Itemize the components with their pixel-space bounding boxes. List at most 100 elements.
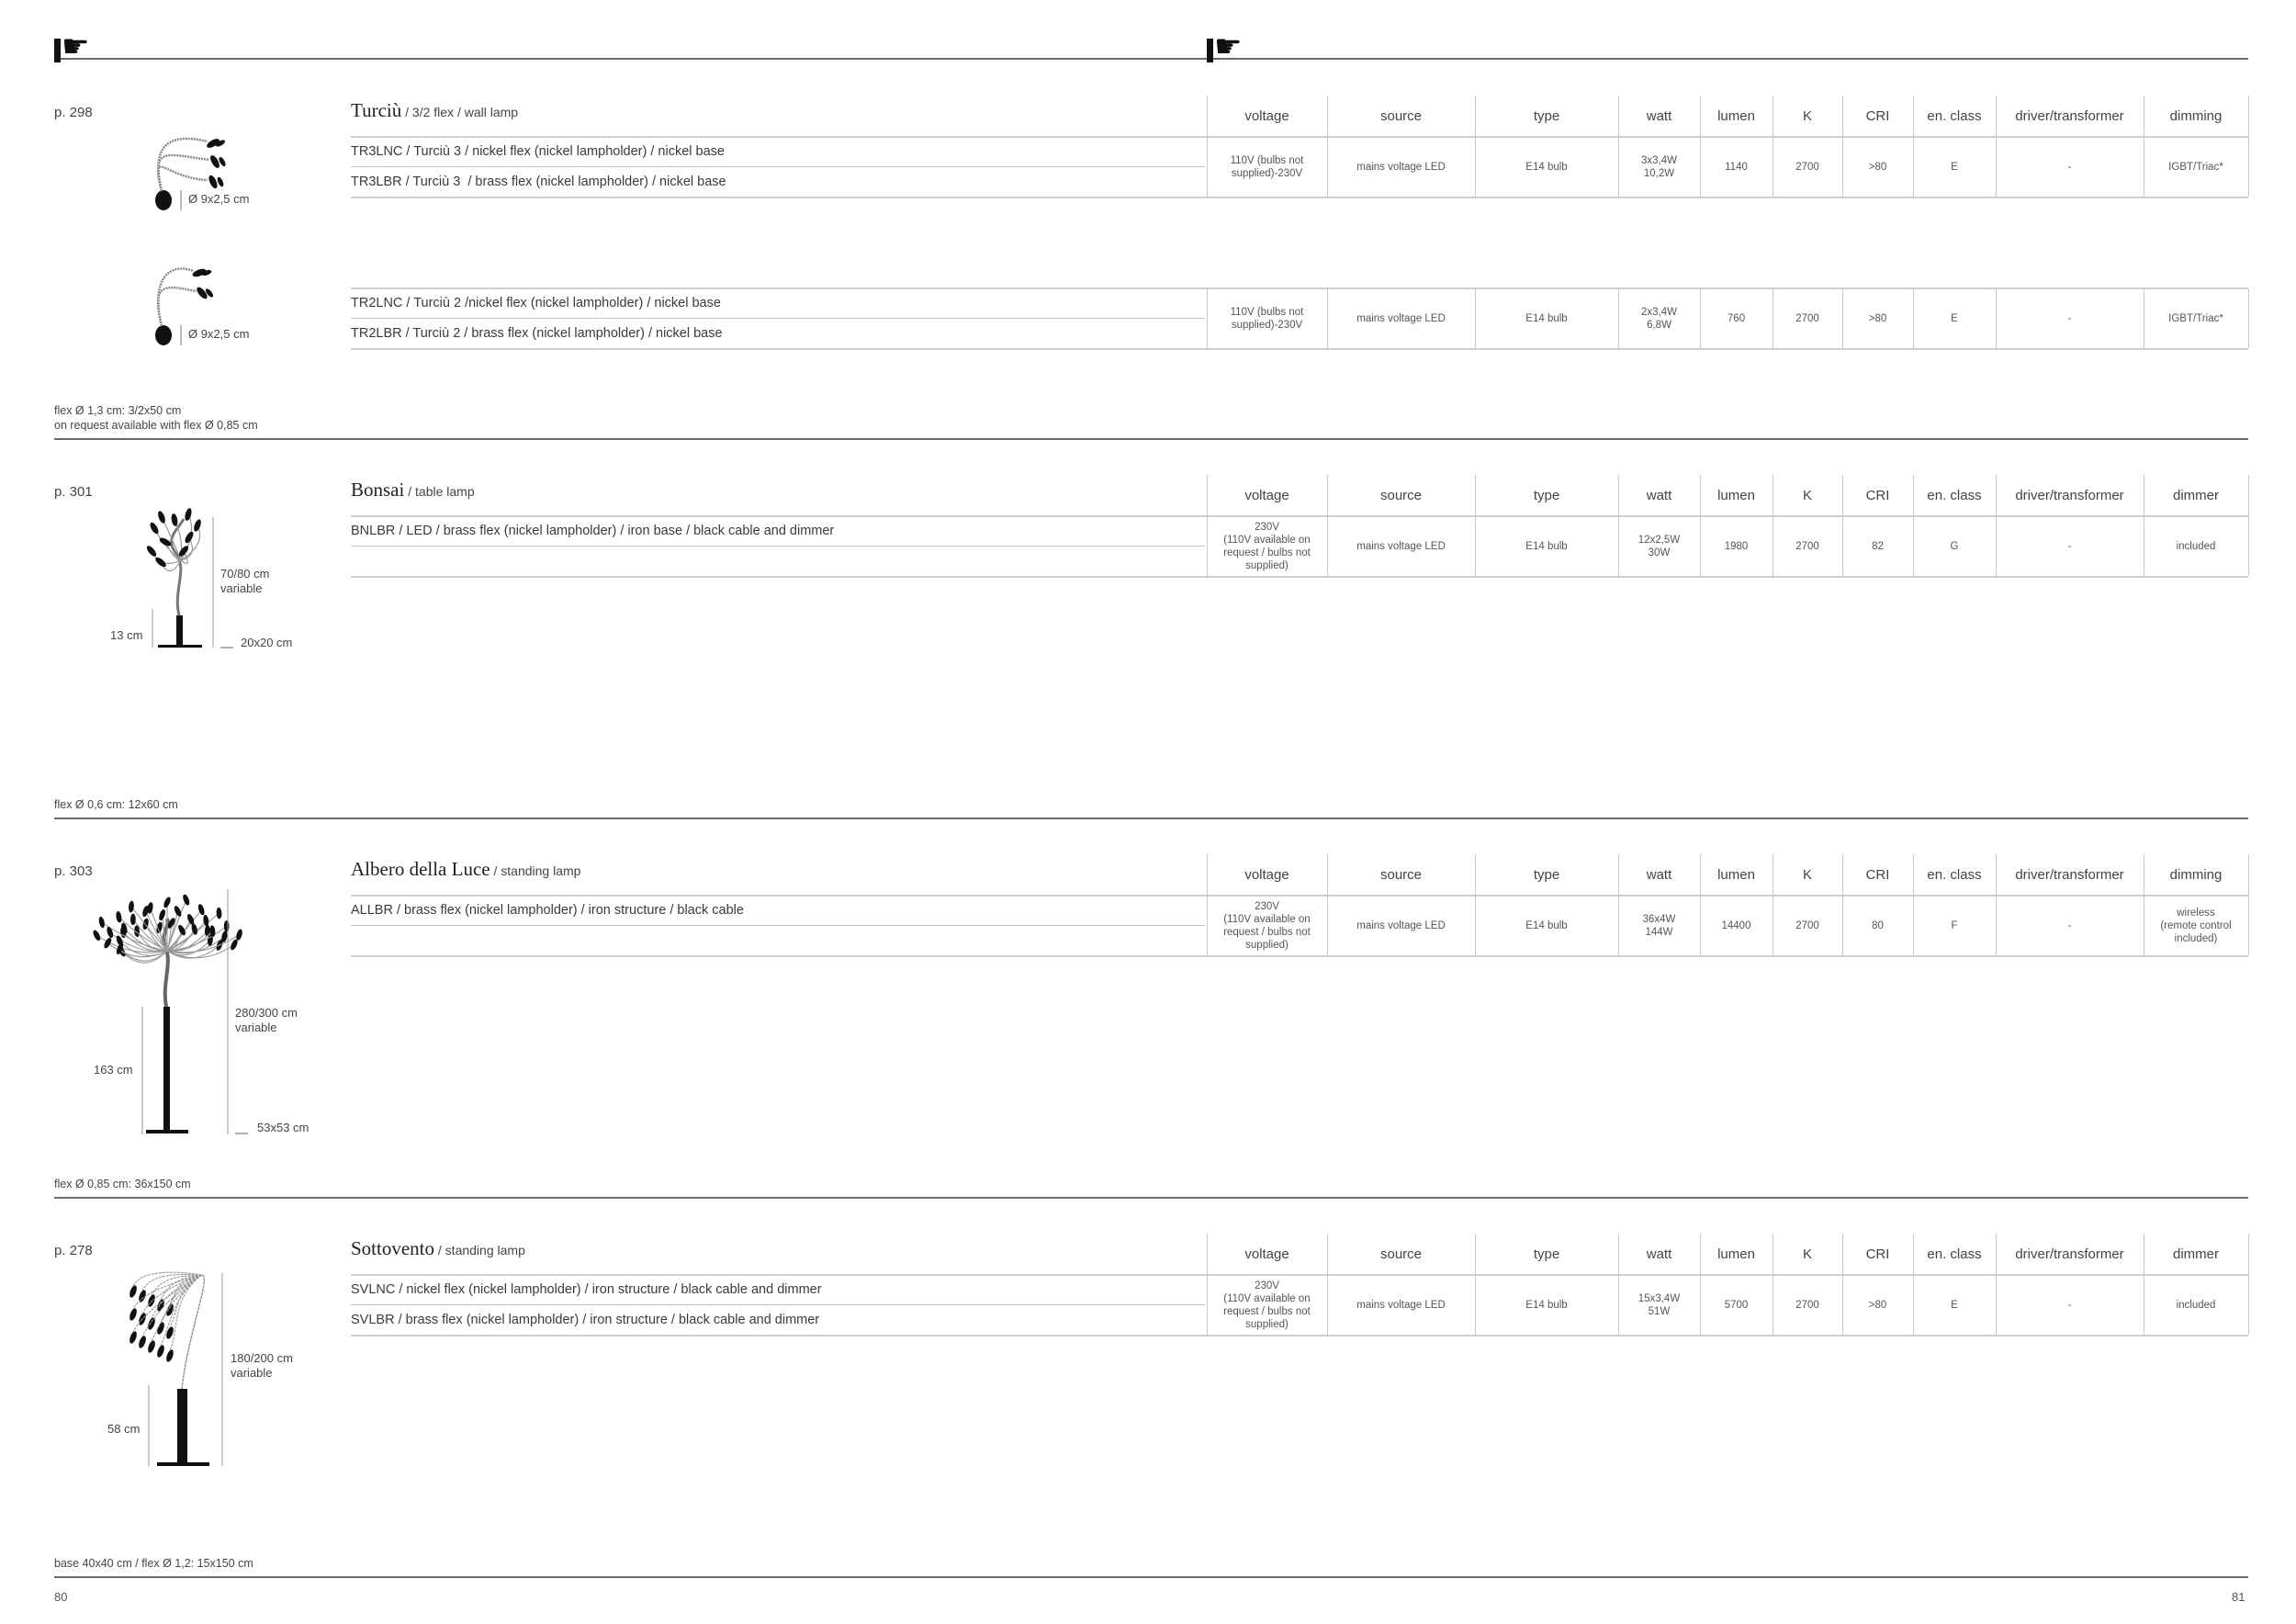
- standing-lamp-arc-drawing: [129, 1271, 223, 1466]
- column-divider: [1996, 475, 1997, 576]
- spec-value-type: E14 bulb: [1525, 540, 1568, 552]
- dimension-label: 13 cm: [110, 628, 143, 642]
- column-divider: [2248, 96, 2249, 197]
- spec-value-lumen: 14400: [1721, 919, 1751, 931]
- spec-value-type: E14 bulb: [1525, 161, 1568, 173]
- column-divider: [2248, 1234, 2249, 1335]
- column-divider: [1700, 96, 1701, 197]
- column-divider: [1700, 475, 1701, 576]
- product-variant-row: ALLBR / brass flex (nickel lampholder) /…: [351, 903, 744, 919]
- spec-value-driver-transformer: -: [2067, 919, 2072, 931]
- spec-header-5: K: [1802, 108, 1812, 124]
- column-divider: [1913, 475, 1914, 576]
- spec-header-4: lumen: [1717, 108, 1755, 124]
- table-row-divider: [351, 1304, 1205, 1305]
- spec-header-9: dimming: [2169, 108, 2223, 124]
- page-number-left: 80: [54, 1590, 68, 1604]
- dimension-label: 70/80 cm variable: [220, 567, 270, 595]
- spec-value-en-class: F: [1951, 919, 1958, 931]
- spec-value-k: 2700: [1795, 919, 1819, 931]
- product-subtitle: / 3/2 flex / wall lamp: [401, 105, 519, 119]
- spec-value-watt: 3x3,4W 10,2W: [1641, 154, 1677, 179]
- column-divider: [1913, 288, 1914, 348]
- spec-value-source: mains voltage LED: [1356, 312, 1446, 324]
- column-divider: [1618, 475, 1619, 576]
- product-subtitle: / standing lamp: [434, 1243, 525, 1257]
- spec-header-6: CRI: [1865, 488, 1890, 503]
- table-top-line: [351, 136, 2248, 138]
- spec-value-driver-transformer: -: [2067, 540, 2072, 552]
- spec-header-0: voltage: [1244, 488, 1289, 503]
- column-divider: [1913, 1234, 1914, 1335]
- spec-value-cri: >80: [1868, 161, 1887, 173]
- spec-header-2: type: [1533, 488, 1560, 503]
- column-divider: [1996, 854, 1997, 955]
- column-divider: [2248, 475, 2249, 576]
- spec-header-4: lumen: [1717, 867, 1755, 883]
- column-divider: [1327, 96, 1328, 197]
- product-name: Bonsai: [351, 479, 405, 501]
- table-bottom-line: [351, 955, 2248, 957]
- product-name: Albero della Luce: [351, 858, 490, 880]
- column-divider: [1700, 854, 1701, 955]
- section-rule: [54, 1197, 2248, 1199]
- footnote: on request available with flex Ø 0,85 cm: [54, 419, 258, 432]
- spec-value-k: 2700: [1795, 161, 1819, 173]
- product-variant-row: SVLBR / brass flex (nickel lampholder) /…: [351, 1312, 820, 1327]
- spec-header-8: driver/transformer: [2015, 108, 2124, 124]
- spec-header-4: lumen: [1717, 1246, 1755, 1262]
- spec-value-dimming: IGBT/Triac*: [2168, 312, 2223, 324]
- spec-value-dimmer: included: [2176, 540, 2216, 552]
- table-top-line: [351, 288, 2248, 289]
- dimension-label: Ø 9x2,5 cm: [188, 192, 250, 206]
- spec-value-lumen: 1140: [1725, 161, 1748, 173]
- column-divider: [1913, 854, 1914, 955]
- spec-header-6: CRI: [1865, 1246, 1890, 1262]
- page-reference: p. 301: [54, 484, 93, 500]
- spec-header-1: source: [1379, 1246, 1423, 1262]
- table-lamp-drawing: [146, 508, 233, 648]
- wall-lamp-drawing: [155, 267, 214, 345]
- column-divider: [1475, 854, 1476, 955]
- spec-header-0: voltage: [1244, 108, 1289, 124]
- spec-value-lumen: 5700: [1724, 1299, 1749, 1311]
- spec-value-k: 2700: [1795, 312, 1819, 324]
- section-rule: [54, 818, 2248, 819]
- spec-header-0: voltage: [1244, 1246, 1289, 1262]
- column-divider: [1842, 1234, 1843, 1335]
- column-divider: [1207, 96, 1208, 197]
- spec-header-2: type: [1533, 1246, 1560, 1262]
- column-divider: [1475, 288, 1476, 348]
- page-reference: p. 303: [54, 863, 93, 879]
- spec-value-cri: >80: [1868, 1299, 1887, 1311]
- column-divider: [1842, 475, 1843, 576]
- spec-value-voltage: 110V (bulbs not supplied)-230V: [1230, 306, 1304, 331]
- column-divider: [1618, 96, 1619, 197]
- column-divider: [1618, 288, 1619, 348]
- footnote: flex Ø 1,3 cm: 3/2x50 cm: [54, 404, 182, 417]
- dimension-label: 58 cm: [107, 1422, 141, 1436]
- column-divider: [1327, 854, 1328, 955]
- spec-value-source: mains voltage LED: [1356, 540, 1446, 552]
- spec-value-type: E14 bulb: [1525, 312, 1568, 324]
- product-subtitle: / table lamp: [404, 484, 475, 499]
- table-row-divider: [351, 925, 1205, 926]
- column-divider: [2248, 854, 2249, 955]
- spec-value-watt: 2x3,4W 6,8W: [1641, 306, 1677, 331]
- column-divider: [1996, 288, 1997, 348]
- table-top-line: [351, 515, 2248, 517]
- spec-value-lumen: 760: [1727, 312, 1746, 324]
- product-variant-row: SVLNC / nickel flex (nickel lampholder) …: [351, 1282, 822, 1298]
- spec-header-7: en. class: [1927, 488, 1982, 503]
- pointing-hand-icon: ☛: [54, 31, 89, 62]
- spec-header-8: driver/transformer: [2015, 1246, 2124, 1262]
- spec-value-voltage: 230V (110V available on request / bulbs …: [1223, 900, 1311, 951]
- product-name: Turciù: [351, 99, 402, 121]
- product-title: Sottovento / standing lamp: [351, 1237, 525, 1260]
- top-rule: [54, 58, 2248, 60]
- column-divider: [1327, 475, 1328, 576]
- dimension-label: Ø 9x2,5 cm: [188, 327, 250, 341]
- footnote: flex Ø 0,85 cm: 36x150 cm: [54, 1178, 191, 1190]
- column-divider: [1618, 854, 1619, 955]
